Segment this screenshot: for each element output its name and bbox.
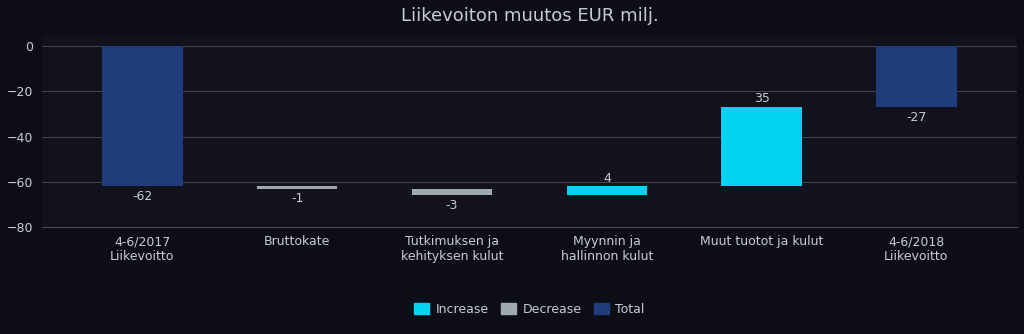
Text: -1: -1 xyxy=(291,192,303,205)
Bar xyxy=(257,186,338,189)
Text: 35: 35 xyxy=(754,93,770,106)
Legend: Increase, Decrease, Total: Increase, Decrease, Total xyxy=(410,298,649,321)
Bar xyxy=(102,46,182,186)
Bar xyxy=(877,46,956,107)
Text: 4: 4 xyxy=(603,172,610,185)
Text: -62: -62 xyxy=(132,190,153,203)
Bar xyxy=(721,107,802,186)
Text: -3: -3 xyxy=(445,199,458,212)
Bar xyxy=(412,189,493,195)
Text: -27: -27 xyxy=(906,111,927,124)
Title: Liikevoiton muutos EUR milj.: Liikevoiton muutos EUR milj. xyxy=(400,7,658,25)
Bar xyxy=(566,186,647,195)
